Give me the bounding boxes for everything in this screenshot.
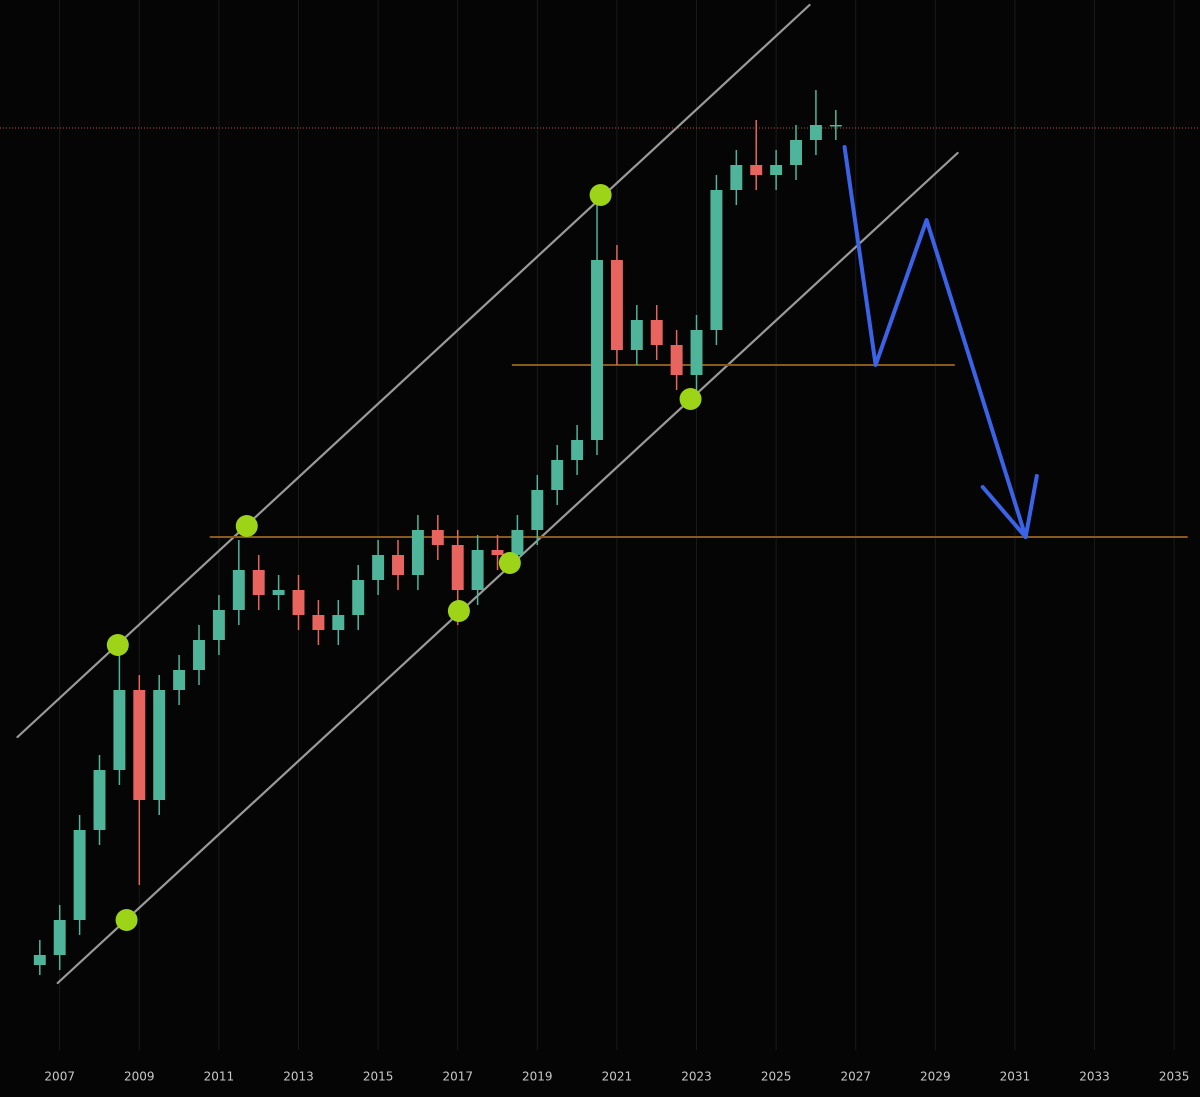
- candle-body: [710, 190, 723, 330]
- touch-marker: [106, 634, 129, 656]
- touch-marker: [235, 515, 258, 537]
- candles: [33, 90, 842, 975]
- candle-body: [491, 550, 504, 555]
- candle-body: [531, 490, 544, 530]
- candle-body: [312, 615, 325, 630]
- candle-body: [113, 690, 126, 770]
- x-tick-label: 2029: [920, 1070, 951, 1084]
- candle-body: [33, 955, 46, 965]
- projection-path: [842, 145, 1028, 539]
- candle-body: [451, 545, 464, 590]
- x-tick-label: 2025: [761, 1070, 792, 1084]
- candle-body: [212, 610, 225, 640]
- candle-body: [750, 165, 763, 175]
- candle-body: [770, 165, 783, 175]
- projection-arrow-head: [980, 474, 1039, 539]
- candle-body: [591, 260, 603, 440]
- candle-body: [232, 570, 245, 610]
- x-tick-label: 2027: [840, 1070, 871, 1084]
- x-tick-label: 2031: [1000, 1070, 1031, 1084]
- x-tick-label: 2009: [124, 1070, 155, 1084]
- x-tick-label: 2015: [363, 1070, 394, 1084]
- candle-body: [650, 320, 663, 345]
- candle-body: [133, 690, 146, 800]
- overlays-front: [106, 145, 1039, 931]
- candle-body: [272, 590, 285, 595]
- candle-body: [610, 260, 623, 350]
- candle-body: [471, 550, 484, 590]
- touch-marker: [679, 388, 702, 410]
- x-axis: 2007 2009 2011 2013 2015 2017 2019 2021 2023 2025…: [44, 1070, 1189, 1084]
- candle-body: [53, 920, 66, 955]
- candle-body: [551, 460, 564, 490]
- touch-marker: [447, 600, 470, 622]
- x-tick-label: 2011: [204, 1070, 235, 1084]
- candle-body: [352, 580, 365, 615]
- candle-body: [829, 125, 842, 127]
- candle-body: [292, 590, 305, 615]
- x-tick-label: 2019: [522, 1070, 553, 1084]
- candle-body: [173, 670, 186, 690]
- x-tick-label: 2023: [681, 1070, 712, 1084]
- candle-body: [511, 530, 524, 555]
- candle-body: [73, 830, 86, 920]
- touch-marker: [115, 909, 138, 931]
- candle-body: [252, 570, 265, 595]
- channel-line: [16, 3, 811, 739]
- candle-body: [332, 615, 345, 630]
- x-tick-label: 2035: [1159, 1070, 1190, 1084]
- candle-body: [670, 345, 683, 375]
- candle-body: [571, 440, 584, 460]
- candle-body: [730, 165, 743, 190]
- x-tick-label: 2033: [1079, 1070, 1110, 1084]
- candle-body: [153, 690, 166, 800]
- candle-body: [372, 555, 385, 580]
- candle-body: [411, 530, 424, 575]
- x-tick-label: 2013: [283, 1070, 314, 1084]
- x-tick-label: 2017: [442, 1070, 473, 1084]
- candle-body: [809, 125, 822, 140]
- candle-body: [193, 640, 205, 670]
- touch-marker: [589, 184, 612, 206]
- candle-body: [93, 770, 106, 830]
- x-tick-label: 2007: [44, 1070, 75, 1084]
- candle-body: [431, 530, 444, 545]
- candle-body: [630, 320, 643, 350]
- x-tick-label: 2021: [602, 1070, 633, 1084]
- candle-body: [790, 140, 802, 165]
- candle-body: [690, 330, 703, 375]
- touch-marker: [498, 552, 521, 574]
- candle-body: [392, 555, 404, 575]
